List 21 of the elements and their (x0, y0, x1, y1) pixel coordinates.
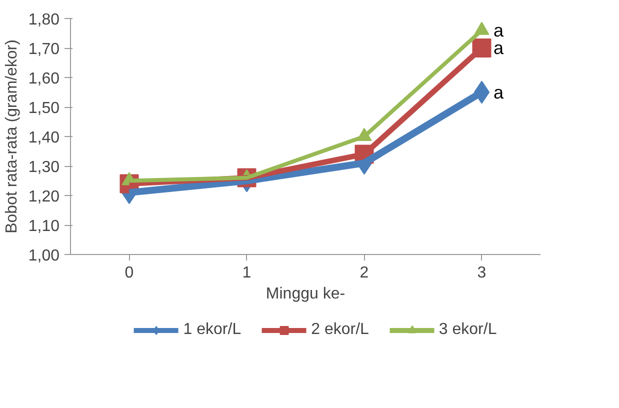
legend-label: 3 ekor/L (438, 321, 497, 339)
annotation: a (494, 20, 504, 40)
y-tick-label: 1,50 (28, 100, 60, 117)
x-axis-title: Minggu ke- (266, 286, 346, 302)
x-tick-label: 3 (477, 264, 486, 282)
y-axis-title: Bobot rata-rata (gram/ekor) (3, 40, 20, 234)
x-tick-label: 0 (124, 264, 134, 282)
legend-label: 1 ekor/L (183, 321, 242, 339)
legend-label: 2 ekor/L (311, 321, 369, 339)
y-tick-label: 1,60 (28, 70, 60, 88)
annotation: a (494, 82, 504, 102)
y-tick-label: 1,30 (28, 159, 60, 176)
y-tick-label: 1,80 (28, 12, 60, 28)
y-tick-label: 1,20 (28, 188, 60, 206)
y-tick-label: 1,70 (28, 41, 60, 58)
annotation: a (494, 38, 504, 58)
x-tick-label: 1 (242, 264, 252, 282)
y-tick-label: 1,00 (28, 248, 60, 264)
x-tick-label: 2 (360, 264, 369, 282)
y-tick-label: 1,10 (28, 218, 60, 235)
y-tick-label: 1,40 (28, 130, 60, 146)
